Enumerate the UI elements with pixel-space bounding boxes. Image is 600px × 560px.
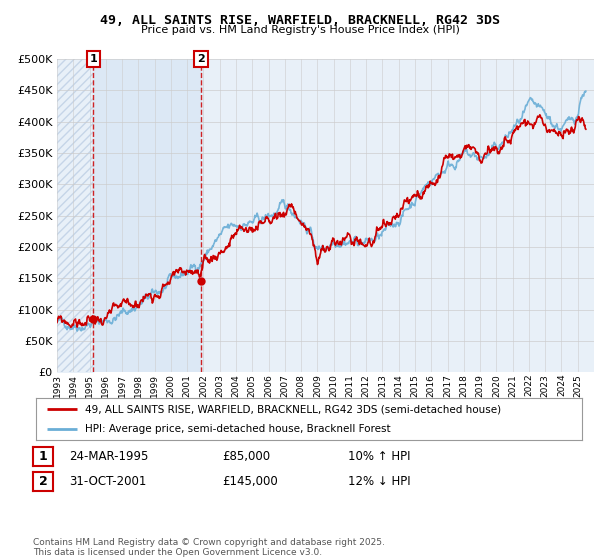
Text: 2: 2 xyxy=(38,475,47,488)
Text: 10% ↑ HPI: 10% ↑ HPI xyxy=(348,450,410,463)
Text: 1: 1 xyxy=(38,450,47,463)
Text: 31-OCT-2001: 31-OCT-2001 xyxy=(69,475,146,488)
Text: Contains HM Land Registry data © Crown copyright and database right 2025.
This d: Contains HM Land Registry data © Crown c… xyxy=(33,538,385,557)
Text: 12% ↓ HPI: 12% ↓ HPI xyxy=(348,475,410,488)
Text: HPI: Average price, semi-detached house, Bracknell Forest: HPI: Average price, semi-detached house,… xyxy=(85,424,391,434)
Text: £85,000: £85,000 xyxy=(222,450,270,463)
Text: 49, ALL SAINTS RISE, WARFIELD, BRACKNELL, RG42 3DS: 49, ALL SAINTS RISE, WARFIELD, BRACKNELL… xyxy=(100,14,500,27)
Text: 2: 2 xyxy=(197,54,205,64)
Text: 24-MAR-1995: 24-MAR-1995 xyxy=(69,450,148,463)
Bar xyxy=(93,59,201,372)
Text: £145,000: £145,000 xyxy=(222,475,278,488)
Text: 49, ALL SAINTS RISE, WARFIELD, BRACKNELL, RG42 3DS (semi-detached house): 49, ALL SAINTS RISE, WARFIELD, BRACKNELL… xyxy=(85,404,501,414)
Bar xyxy=(57,59,93,372)
Text: 1: 1 xyxy=(89,54,97,64)
Text: Price paid vs. HM Land Registry's House Price Index (HPI): Price paid vs. HM Land Registry's House … xyxy=(140,25,460,35)
